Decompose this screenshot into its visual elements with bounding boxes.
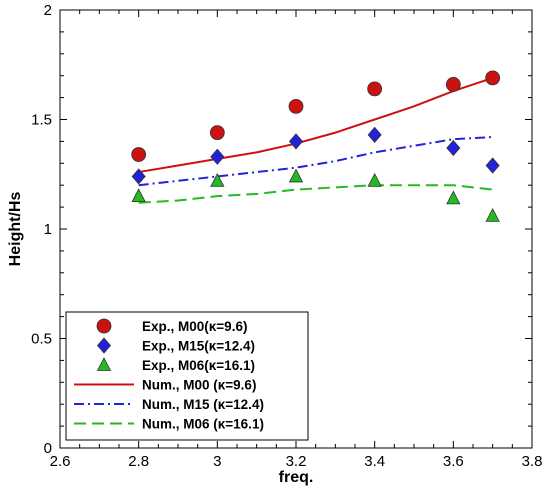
data-point (367, 126, 382, 143)
data-point (445, 77, 461, 92)
legend: Exp., M00(κ=9.6) Exp., M15(κ=12.4) Exp., M… (65, 311, 309, 441)
x-tick-label: 3.2 (286, 453, 307, 470)
data-point (131, 188, 146, 203)
legend-label: Num., M15 (κ=12.4) (142, 397, 264, 412)
legend-marker (96, 357, 112, 371)
axes: 2.6 2.8 3 3.2 3.4 3.6 3.8 0 0.5 1 1.5 2 (31, 2, 542, 470)
data-point (367, 172, 382, 187)
data-point (446, 139, 461, 157)
series-line (138, 76, 493, 174)
data-point (131, 168, 146, 185)
x-tick-label: 3.8 (522, 453, 543, 470)
x-tick-label: 2.6 (50, 453, 71, 470)
legend-label: Num., M06 (κ=16.1) (142, 417, 264, 432)
data-point (367, 81, 383, 97)
x-tick-label: 3.6 (443, 453, 464, 470)
legend-label: Exp., M06(κ=16.1) (142, 358, 255, 373)
y-axis-title: Height/Hs (7, 192, 24, 267)
data-point (209, 125, 225, 141)
series-layer (131, 70, 501, 222)
data-point (131, 147, 147, 162)
x-tick-label: 2.8 (128, 453, 149, 470)
y-tick-label: 0 (44, 440, 52, 457)
data-point (485, 207, 500, 222)
legend-label: Exp., M15(κ=12.4) (142, 339, 255, 354)
x-tick-label: 3 (213, 453, 221, 470)
y-tick-label: 1.5 (31, 112, 52, 129)
data-point (446, 190, 461, 205)
legend-label: Exp., M00(κ=9.6) (142, 319, 247, 334)
data-point (288, 98, 304, 114)
data-point (288, 133, 304, 150)
y-tick-label: 1 (44, 221, 52, 238)
legend-label: Num., M00 (κ=9.6) (142, 378, 256, 393)
y-tick-label: 0.5 (31, 331, 52, 348)
legend-marker (96, 337, 112, 354)
series-line (138, 184, 493, 204)
x-axis-title: freq. (279, 469, 314, 486)
x-tick-label: 3.4 (364, 453, 385, 470)
data-point (485, 157, 500, 174)
legend-box (65, 311, 309, 441)
data-point (210, 148, 225, 165)
legend-marker (96, 318, 112, 334)
data-point (210, 172, 225, 187)
data-point (288, 168, 304, 183)
y-tick-label: 2 (44, 2, 52, 19)
data-point (485, 70, 501, 86)
